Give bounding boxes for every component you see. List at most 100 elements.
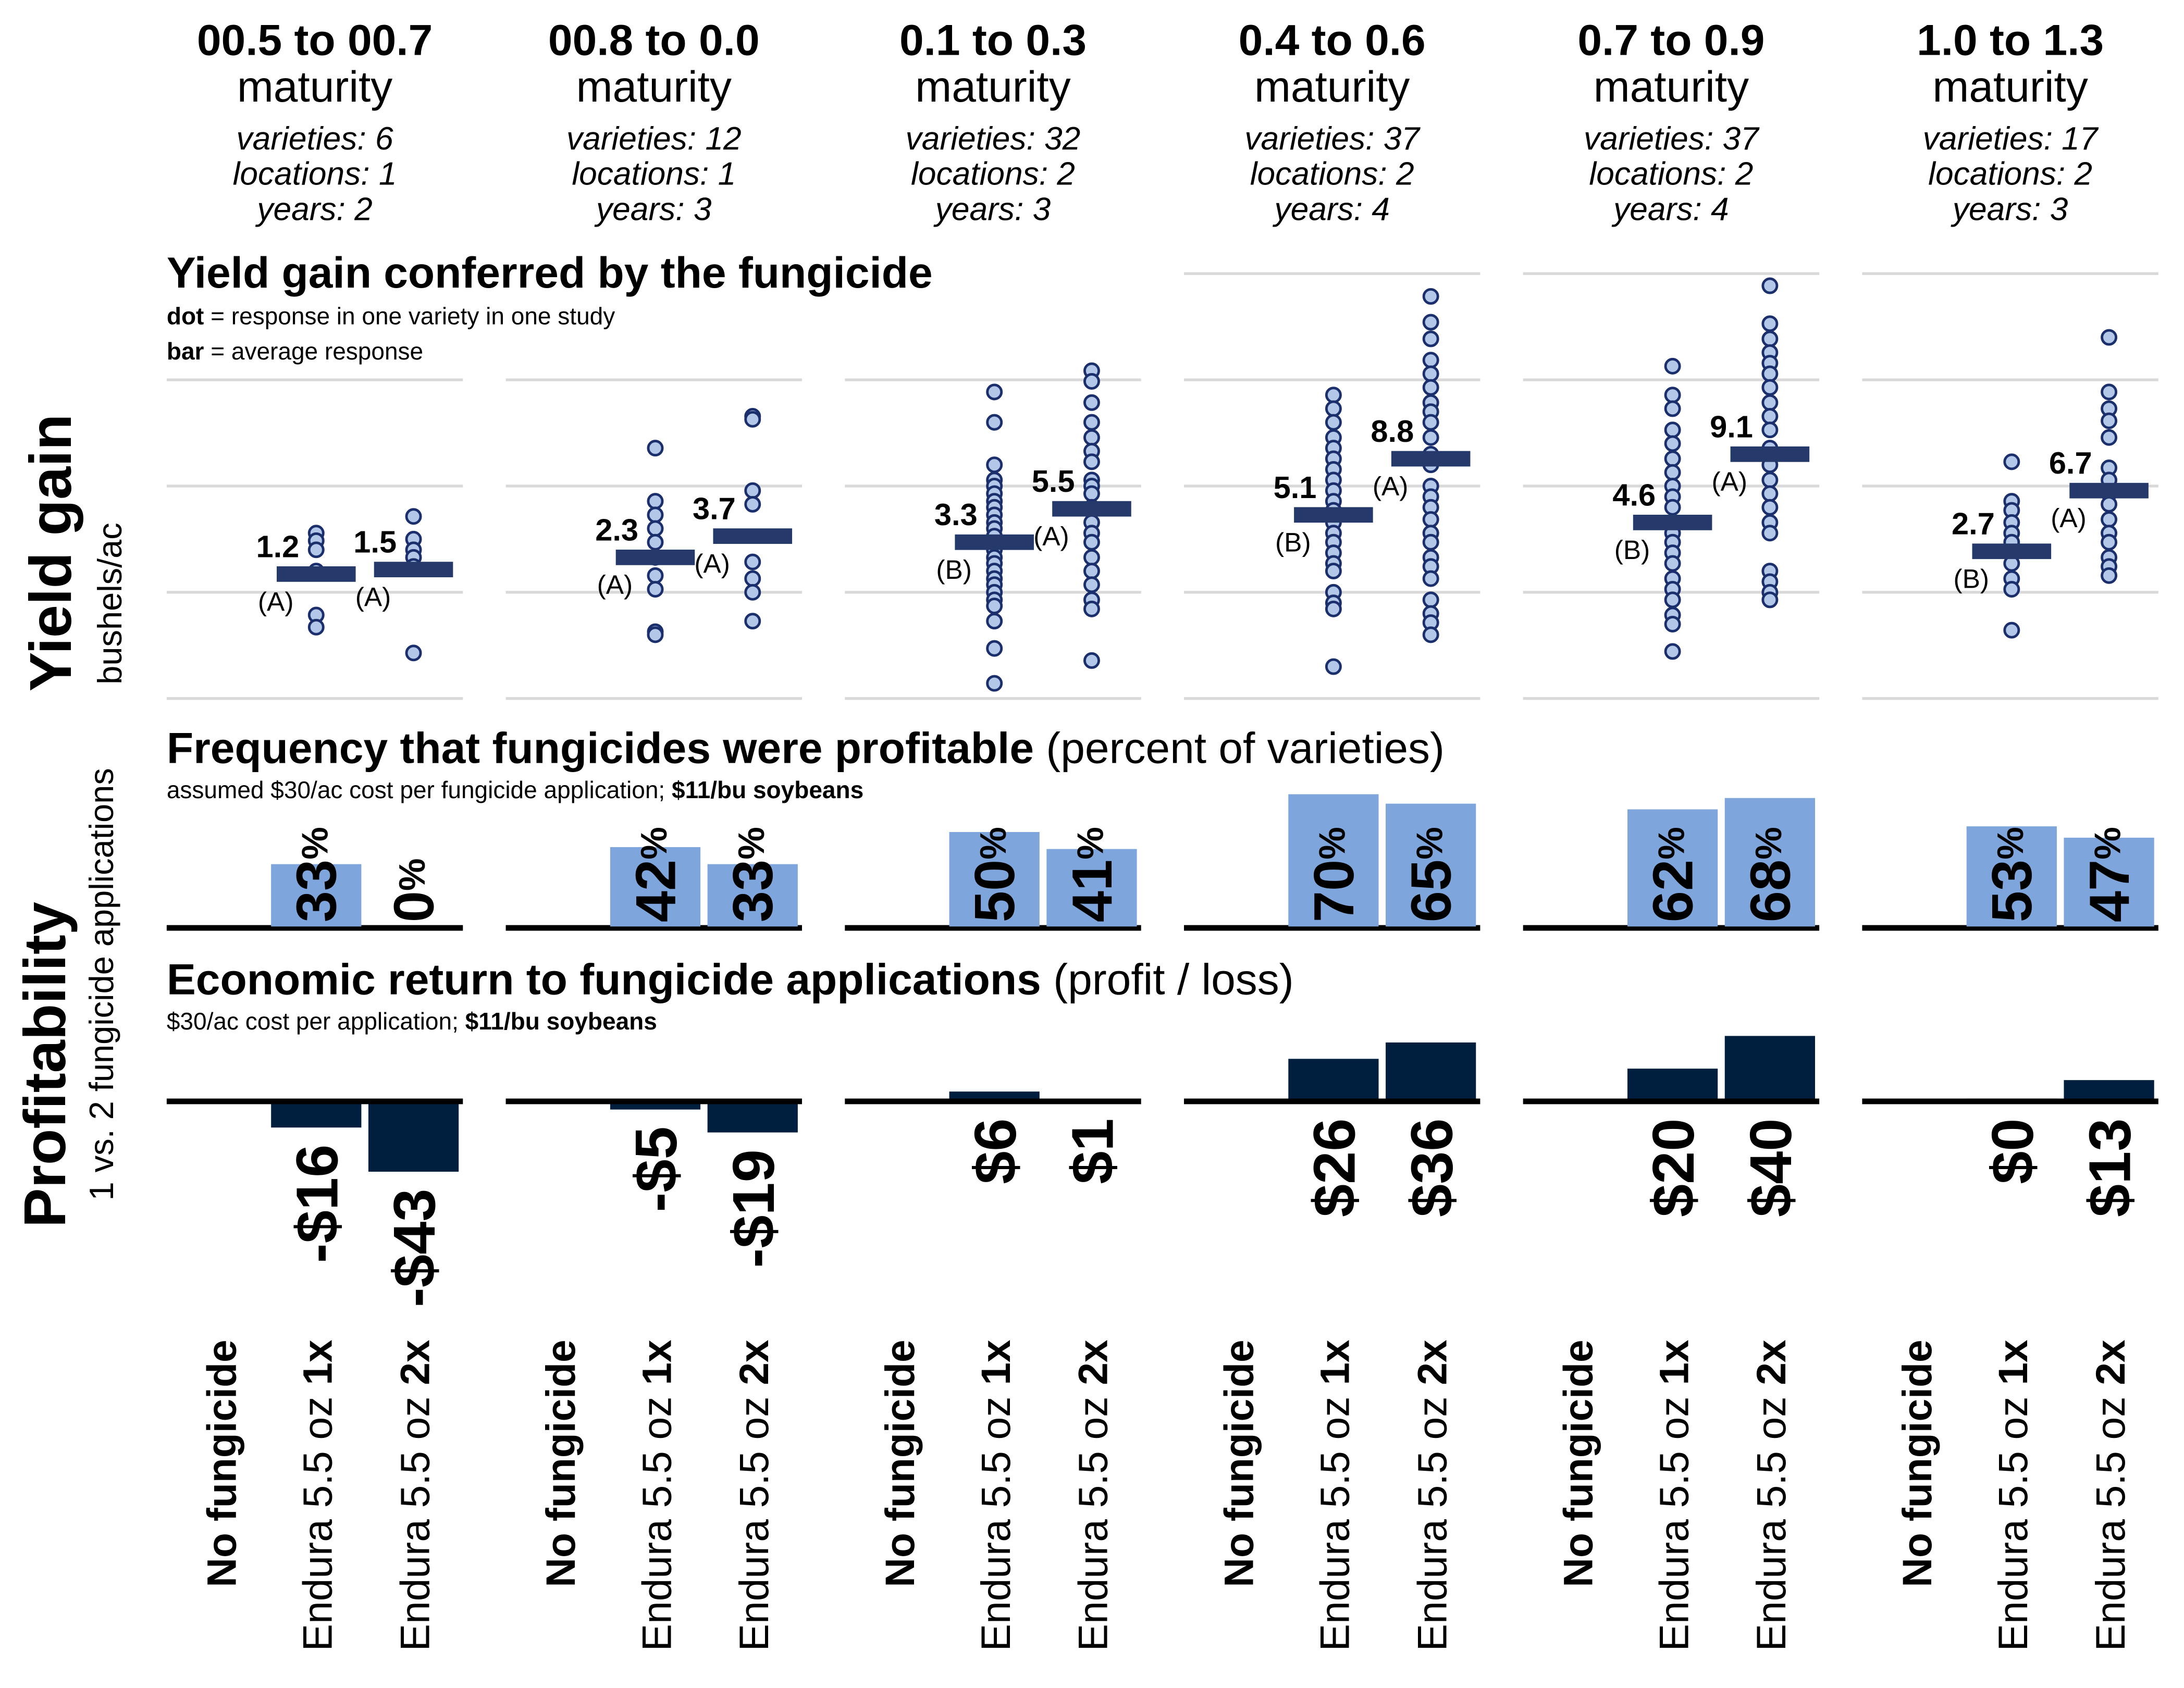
econ-value-label: $26 [1302,1118,1368,1217]
mean-value-label: 8.8 [1371,414,1414,449]
maturity-range: 0.4 to 0.6 [1239,16,1426,65]
treatment-label: Endura 5.5 oz 2x [1409,1339,1455,1651]
freq-bar [1046,849,1137,927]
maturity-range: 0.7 to 0.9 [1577,16,1765,65]
treatment-label: No fungicide [199,1339,244,1587]
locations-count: locations: 2 [1250,156,1414,192]
yield-section-title: Yield gain conferred by the fungicide [167,248,933,297]
econ-baseline [845,1098,1141,1104]
treatment-label: No fungicide [1216,1339,1262,1587]
yield-dot [2101,429,2118,446]
econ-value-label: $6 [963,1118,1029,1184]
yield-dot [647,567,664,584]
yield-dot [1761,499,1779,516]
econ-title-bold: Economic return to fungicide application… [167,954,1041,1003]
freq-bar [1627,809,1718,927]
freq-value-percent: % [1409,827,1450,860]
econ-bar [368,1101,459,1172]
freq-title-rest: (percent of varieties) [1034,723,1445,772]
econ-value-label: $13 [2077,1118,2143,1217]
mean-value-label: 2.7 [1952,506,1995,541]
econ-section-subtitle: $30/ac cost per application; $11/bu soyb… [167,1008,657,1035]
treatment-name: Endura 5.5 oz [1312,1385,1358,1652]
yield-dot [2101,495,2118,513]
freq-value-percent: % [2087,827,2128,860]
mean-value-label: 1.2 [256,529,300,564]
treatment-rate: 2x [1070,1339,1116,1385]
freq-bar [949,831,1040,927]
freq-value-number: 33 [721,860,784,922]
freq-value-label: 70% [1302,827,1365,922]
yield-dot [1664,421,1681,439]
treatment-label: Endura 5.5 oz 1x [973,1339,1019,1651]
mean-value-label: 1.5 [353,525,397,560]
significance-letter: (B) [1953,564,1989,594]
treatment-label: Endura 5.5 oz 1x [1312,1339,1358,1651]
freq-sub-plain: assumed $30/ac cost per fungicide applic… [167,776,672,803]
treatment-rate: No fungicide [199,1339,244,1587]
yield-dot [1083,533,1100,551]
mean-bar [1972,543,2052,560]
freq-value-number: 42 [624,860,687,922]
mean-value-label: 3.3 [934,497,978,532]
mean-value-label: 5.1 [1274,470,1317,505]
freq-value-percent: % [972,827,1014,860]
econ-bar [2064,1080,2154,1101]
yield-dot [2003,453,2020,470]
yield-dot [1761,379,1779,396]
significance-letter: (A) [2051,503,2087,533]
yield-dot [1083,429,1100,446]
freq-value-number: 68 [1738,860,1802,922]
yield-dot [1761,485,1779,502]
treatment-name: Endura 5.5 oz [2088,1385,2133,1652]
treatment-rate: 2x [392,1339,438,1385]
freq-value-percent: % [731,827,772,860]
yield-dot [1422,570,1439,587]
treatment-label: Endura 5.5 oz 1x [1990,1339,2036,1651]
maturity-range: 00.5 to 00.7 [197,16,433,65]
econ-value-label: $1 [1060,1118,1126,1184]
yield-dot [1664,450,1681,467]
treatment-rate: No fungicide [877,1339,923,1587]
treatment-name: Endura 5.5 oz [973,1385,1019,1652]
yield-dot [986,456,1003,474]
yield-dot [1664,464,1681,481]
freq-value-label: 68% [1738,827,1802,922]
freq-value-percent: % [1312,827,1353,860]
econ-sub-plain: $30/ac cost per application; [167,1008,465,1035]
econ-bar [1627,1069,1718,1101]
treatment-rate: 2x [2088,1339,2133,1385]
yield-dot [1664,499,1681,516]
mean-bar [1294,507,1373,523]
econ-title-rest: (profit / loss) [1041,954,1294,1003]
econ-value-label: -$16 [284,1145,350,1263]
varieties-count: varieties: 6 [237,121,393,157]
freq-value-number: 0 [382,891,445,922]
locations-count: locations: 2 [911,156,1075,192]
freq-value-label: 62% [1642,827,1705,922]
significance-letter: (A) [258,586,294,616]
mean-value-label: 2.3 [595,512,638,547]
freq-value-label: 33% [285,827,348,922]
yield-dot [1083,600,1100,617]
yield-note-dot: dot = response in one variety in one stu… [167,303,615,330]
freq-value-label: 41% [1060,827,1124,922]
yield-dot [2003,581,2020,598]
freq-value-label: 65% [1400,827,1463,922]
yield-dot [1325,658,1342,675]
significance-letter: (A) [1373,471,1409,501]
yield-dot [1422,533,1439,551]
yield-dot [744,570,761,587]
maturity-range: 00.8 to 0.0 [548,16,760,65]
yield-dot [2101,383,2118,401]
yield-dot [1761,421,1779,439]
yield-dot [1083,563,1100,580]
treatment-name: Endura 5.5 oz [1748,1385,1794,1652]
econ-baseline [505,1098,802,1104]
freq-value-label: 0% [382,858,445,922]
freq-value-percent: % [391,858,433,891]
yield-dot [1325,563,1342,580]
mean-bar [1052,501,1131,517]
